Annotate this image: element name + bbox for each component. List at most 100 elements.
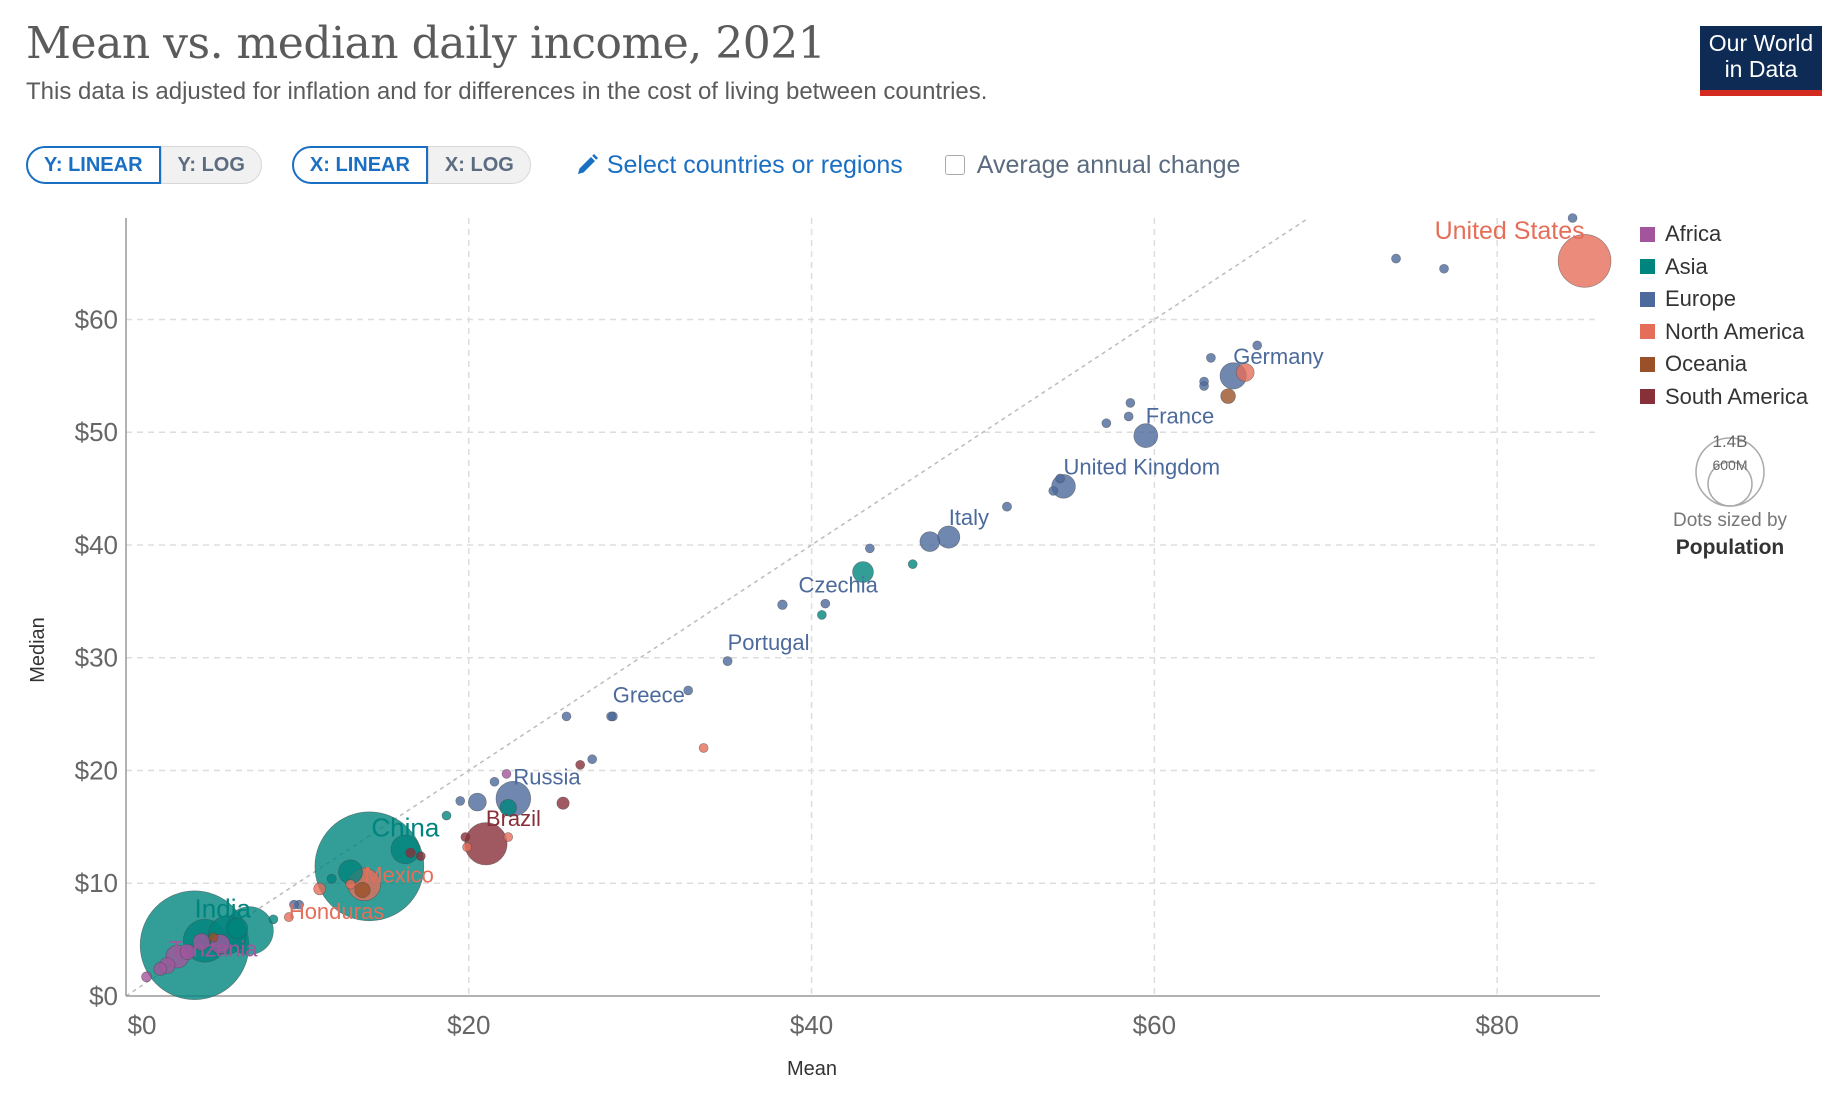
data-point[interactable]: [1199, 381, 1209, 391]
data-point[interactable]: [153, 962, 168, 976]
data-point[interactable]: [462, 842, 472, 852]
data-point[interactable]: [1125, 398, 1136, 408]
y-tick-label: $50: [75, 417, 118, 447]
data-point[interactable]: [268, 914, 279, 925]
data-point[interactable]: [1252, 340, 1263, 351]
legend-item-south-america[interactable]: South America: [1640, 381, 1808, 414]
data-point[interactable]: [865, 543, 875, 554]
data-point[interactable]: [683, 685, 693, 696]
label-united-states: United States: [1435, 217, 1585, 245]
data-point[interactable]: [1048, 486, 1059, 496]
label-mexico: Mexico: [364, 862, 434, 887]
legend-label: Europe: [1665, 286, 1736, 312]
x-log-button[interactable]: X: LOG: [427, 146, 531, 184]
data-point[interactable]: [1220, 388, 1236, 404]
data-point[interactable]: [441, 810, 452, 821]
data-point[interactable]: [1391, 253, 1401, 264]
data-point[interactable]: [345, 879, 356, 890]
select-countries-button[interactable]: Select countries or regions: [575, 151, 903, 180]
owid-logo[interactable]: Our World in Data: [1700, 26, 1822, 96]
data-point[interactable]: [556, 796, 570, 810]
y-tick-label: $20: [75, 755, 118, 785]
label-france: France: [1146, 404, 1214, 429]
data-point[interactable]: [179, 944, 196, 960]
data-point[interactable]: [289, 899, 299, 910]
x-tick-label: $60: [1133, 1010, 1176, 1040]
data-point[interactable]: [460, 832, 471, 842]
data-point[interactable]: [141, 971, 152, 983]
point-portugal[interactable]: [722, 656, 733, 667]
point-labels: United States Germany France United Kingdom…: [169, 217, 1584, 962]
data-point[interactable]: [575, 760, 585, 770]
data-point[interactable]: [455, 796, 466, 806]
x-tick-label: $40: [790, 1010, 833, 1040]
legend-swatch: [1640, 259, 1655, 275]
x-tick-label: $20: [447, 1010, 490, 1040]
legend-label: Africa: [1665, 221, 1722, 247]
data-point[interactable]: [852, 561, 874, 583]
average-annual-change-checkbox[interactable]: [944, 155, 965, 175]
label-india: India: [195, 893, 252, 923]
data-point[interactable]: [313, 882, 326, 896]
point-honduras[interactable]: [283, 912, 294, 922]
data-point[interactable]: [1055, 473, 1065, 484]
average-annual-change-toggle[interactable]: Average annual change: [944, 150, 1241, 180]
label-germany: Germany: [1233, 344, 1323, 369]
legend-label: North America: [1665, 318, 1805, 344]
point-united-states[interactable]: [1557, 234, 1612, 288]
y-log-button[interactable]: Y: LOG: [160, 146, 262, 184]
data-point[interactable]: [1206, 353, 1216, 363]
data-point[interactable]: [1235, 363, 1255, 382]
legend-item-africa[interactable]: Africa: [1640, 218, 1808, 251]
data-point[interactable]: [820, 598, 831, 609]
data-point[interactable]: [1567, 213, 1578, 223]
label-brazil: Brazil: [486, 806, 541, 831]
region-legend: Africa Asia Europe North America Oceania…: [1640, 218, 1808, 413]
data-point[interactable]: [561, 711, 572, 722]
data-point[interactable]: [1123, 411, 1134, 422]
x-linear-button[interactable]: X: LINEAR: [291, 146, 428, 184]
label-honduras: Honduras: [289, 899, 384, 924]
data-point[interactable]: [415, 851, 426, 861]
y-linear-button[interactable]: Y: LINEAR: [26, 146, 161, 184]
data-point[interactable]: [698, 743, 709, 753]
label-china: China: [371, 812, 439, 842]
pencil-icon: [577, 154, 598, 174]
data-point[interactable]: [192, 933, 211, 951]
data-point[interactable]: [1101, 418, 1112, 429]
label-italy: Italy: [949, 505, 989, 530]
data-point[interactable]: [817, 610, 827, 620]
legend-swatch: [1640, 356, 1655, 372]
data-point[interactable]: [405, 847, 416, 858]
data-point[interactable]: [501, 769, 512, 779]
data-point[interactable]: [907, 559, 918, 569]
data-point[interactable]: [587, 754, 597, 765]
data-point[interactable]: [503, 832, 514, 842]
legend-item-europe[interactable]: Europe: [1640, 283, 1808, 316]
data-point[interactable]: [489, 776, 500, 787]
data-point[interactable]: [606, 711, 616, 722]
data-point[interactable]: [354, 882, 371, 898]
data-point[interactable]: [208, 932, 219, 943]
data-point[interactable]: [468, 792, 487, 812]
point-czechia[interactable]: [777, 599, 788, 610]
data-point[interactable]: [1002, 501, 1012, 512]
legend-item-asia[interactable]: Asia: [1640, 251, 1808, 284]
y-tick-label: $40: [75, 530, 118, 560]
data-point[interactable]: [1439, 263, 1449, 274]
data-point[interactable]: [499, 799, 517, 817]
legend-item-oceania[interactable]: Oceania: [1640, 348, 1808, 381]
data-point[interactable]: [326, 873, 337, 884]
size-legend-small-label: 600M: [1712, 457, 1747, 473]
logo-line-2: in Data: [1724, 56, 1798, 82]
chart-title: Mean vs. median daily income, 2021: [26, 18, 826, 69]
data-point[interactable]: [919, 531, 941, 552]
point-france[interactable]: [1133, 423, 1159, 448]
legend-swatch: [1640, 389, 1655, 405]
size-variable: Population: [1675, 536, 1785, 559]
y-tick-label: $30: [75, 643, 118, 673]
legend-swatch: [1640, 324, 1655, 340]
legend-item-north-america[interactable]: North America: [1640, 316, 1808, 349]
average-annual-change-label: Average annual change: [976, 150, 1241, 179]
data-point[interactable]: [226, 917, 248, 939]
